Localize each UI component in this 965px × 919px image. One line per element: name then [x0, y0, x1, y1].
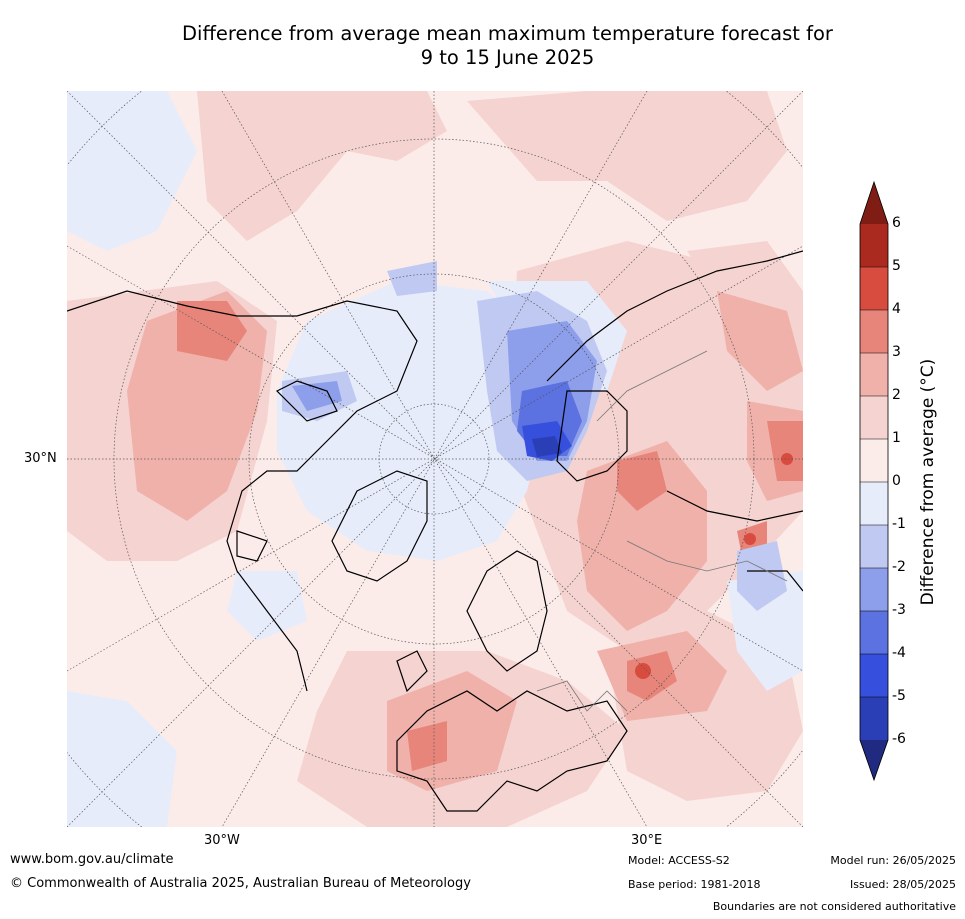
- colorbar-tick: 1: [892, 430, 901, 446]
- colorbar-seg-m6tom5: [860, 697, 888, 740]
- colorbar-seg-m1to0: [860, 482, 888, 525]
- colorbar-seg-1to2: [860, 396, 888, 439]
- borders: [536, 350, 788, 712]
- colorbar-tick: 2: [892, 387, 901, 403]
- footer-disclaimer: Boundaries are not considered authoritat…: [712, 900, 956, 913]
- lon-label-30w: 30°W: [204, 833, 240, 848]
- colorbar-tick: 4: [892, 301, 901, 317]
- colorbar-tick: 5: [892, 258, 901, 274]
- colorbar-seg-m2tom1: [860, 525, 888, 568]
- colorbar-seg-0to1: [860, 439, 888, 482]
- colorbar-tick: 6: [892, 215, 901, 231]
- colorbar-seg-m4tom3: [860, 611, 888, 654]
- colorbar-tick: -5: [892, 688, 906, 704]
- forecast-map[interactable]: [67, 91, 803, 827]
- colorbar-seg-2to3: [860, 353, 888, 396]
- coastlines: [67, 250, 803, 812]
- anomaly-m6tom5: [532, 436, 562, 457]
- colorbar-tick: 3: [892, 344, 901, 360]
- anomaly-m1to0: [67, 91, 803, 827]
- footer-model-run: Model run: 26/05/2025: [830, 854, 956, 867]
- colorbar-seg-m5tom4: [860, 654, 888, 697]
- colorbar: [859, 180, 889, 782]
- colorbar-seg-m3tom2: [860, 568, 888, 611]
- colorbar-seg-5to6: [860, 224, 888, 267]
- footer-model: Model: ACCESS-S2: [628, 854, 730, 867]
- lat-label-30n: 30°N: [24, 451, 57, 466]
- chart-title: Difference from average mean maximum tem…: [60, 22, 955, 70]
- anomaly-4to5: [635, 453, 793, 679]
- colorbar-tick: -3: [892, 602, 906, 618]
- colorbar-tick: 0: [892, 473, 901, 489]
- footer-url[interactable]: www.bom.gov.au/climate: [10, 852, 174, 867]
- title-line-2: 9 to 15 June 2025: [420, 46, 595, 69]
- colorbar-seg-3to4: [860, 310, 888, 353]
- colorbar-segments: [859, 180, 889, 782]
- colorbar-seg-4to5: [860, 267, 888, 310]
- colorbar-tick: -1: [892, 516, 906, 532]
- map-svg: [67, 91, 803, 827]
- title-line-1: Difference from average mean maximum tem…: [182, 22, 833, 45]
- colorbar-tick: -4: [892, 645, 906, 661]
- colorbar-label-text: Difference from average (°C): [918, 358, 938, 606]
- lon-label-30e: 30°E: [631, 833, 663, 848]
- footer-copyright: © Commonwealth of Australia 2025, Austra…: [10, 876, 471, 891]
- colorbar-over-arrow: [860, 182, 888, 224]
- footer-base-period: Base period: 1981-2018: [628, 878, 761, 891]
- colorbar-tick: -6: [892, 731, 906, 747]
- colorbar-under-arrow: [860, 740, 888, 780]
- colorbar-tick: -2: [892, 559, 906, 575]
- footer-issued: Issued: 28/05/2025: [849, 878, 956, 891]
